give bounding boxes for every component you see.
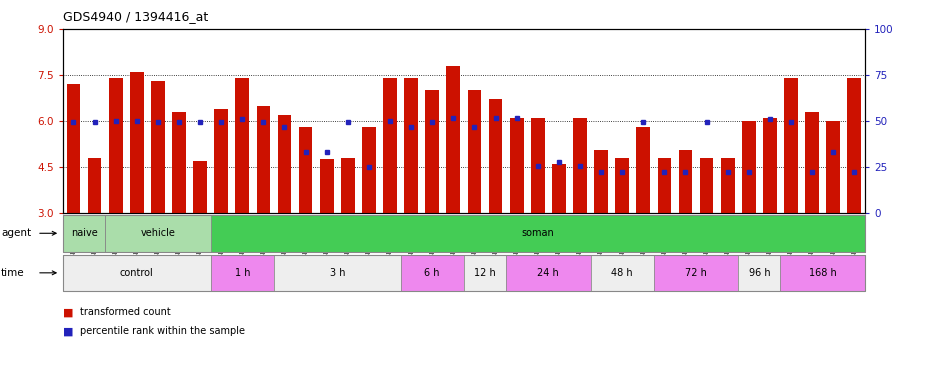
Text: agent: agent: [1, 228, 31, 238]
Bar: [826, 121, 840, 213]
Bar: [510, 118, 524, 213]
Bar: [763, 118, 777, 213]
Bar: [784, 78, 798, 213]
Text: 48 h: 48 h: [611, 268, 633, 278]
Bar: [426, 90, 439, 213]
Bar: [574, 118, 586, 213]
Text: 24 h: 24 h: [537, 268, 560, 278]
Bar: [594, 150, 608, 213]
Bar: [615, 158, 629, 213]
Bar: [658, 158, 672, 213]
Bar: [341, 158, 354, 213]
Text: 96 h: 96 h: [748, 268, 771, 278]
Bar: [172, 112, 186, 213]
Bar: [552, 164, 566, 213]
Text: ■: ■: [63, 326, 73, 336]
Text: time: time: [1, 268, 25, 278]
Text: 3 h: 3 h: [329, 268, 345, 278]
Bar: [109, 78, 122, 213]
Bar: [404, 78, 418, 213]
Bar: [193, 161, 207, 213]
Bar: [130, 72, 143, 213]
Bar: [151, 81, 165, 213]
Bar: [215, 109, 228, 213]
Text: 12 h: 12 h: [475, 268, 496, 278]
Bar: [256, 106, 270, 213]
Bar: [88, 158, 102, 213]
Bar: [531, 118, 545, 213]
Text: percentile rank within the sample: percentile rank within the sample: [80, 326, 244, 336]
Bar: [488, 99, 502, 213]
Text: 72 h: 72 h: [685, 268, 707, 278]
Bar: [299, 127, 313, 213]
Bar: [679, 150, 692, 213]
Text: 1 h: 1 h: [235, 268, 250, 278]
Bar: [362, 127, 376, 213]
Text: soman: soman: [522, 228, 554, 238]
Text: naive: naive: [70, 228, 97, 238]
Bar: [636, 127, 650, 213]
Bar: [806, 112, 819, 213]
Bar: [699, 158, 713, 213]
Text: GDS4940 / 1394416_at: GDS4940 / 1394416_at: [63, 10, 208, 23]
Bar: [447, 66, 461, 213]
Text: 6 h: 6 h: [425, 268, 440, 278]
Text: control: control: [120, 268, 154, 278]
Bar: [847, 78, 861, 213]
Bar: [467, 90, 481, 213]
Text: 168 h: 168 h: [808, 268, 836, 278]
Bar: [742, 121, 756, 213]
Text: vehicle: vehicle: [141, 228, 176, 238]
Text: transformed count: transformed count: [80, 307, 170, 317]
Text: ■: ■: [63, 307, 73, 317]
Bar: [278, 115, 291, 213]
Bar: [383, 78, 397, 213]
Bar: [721, 158, 734, 213]
Bar: [320, 159, 334, 213]
Bar: [236, 78, 249, 213]
Bar: [67, 84, 80, 213]
